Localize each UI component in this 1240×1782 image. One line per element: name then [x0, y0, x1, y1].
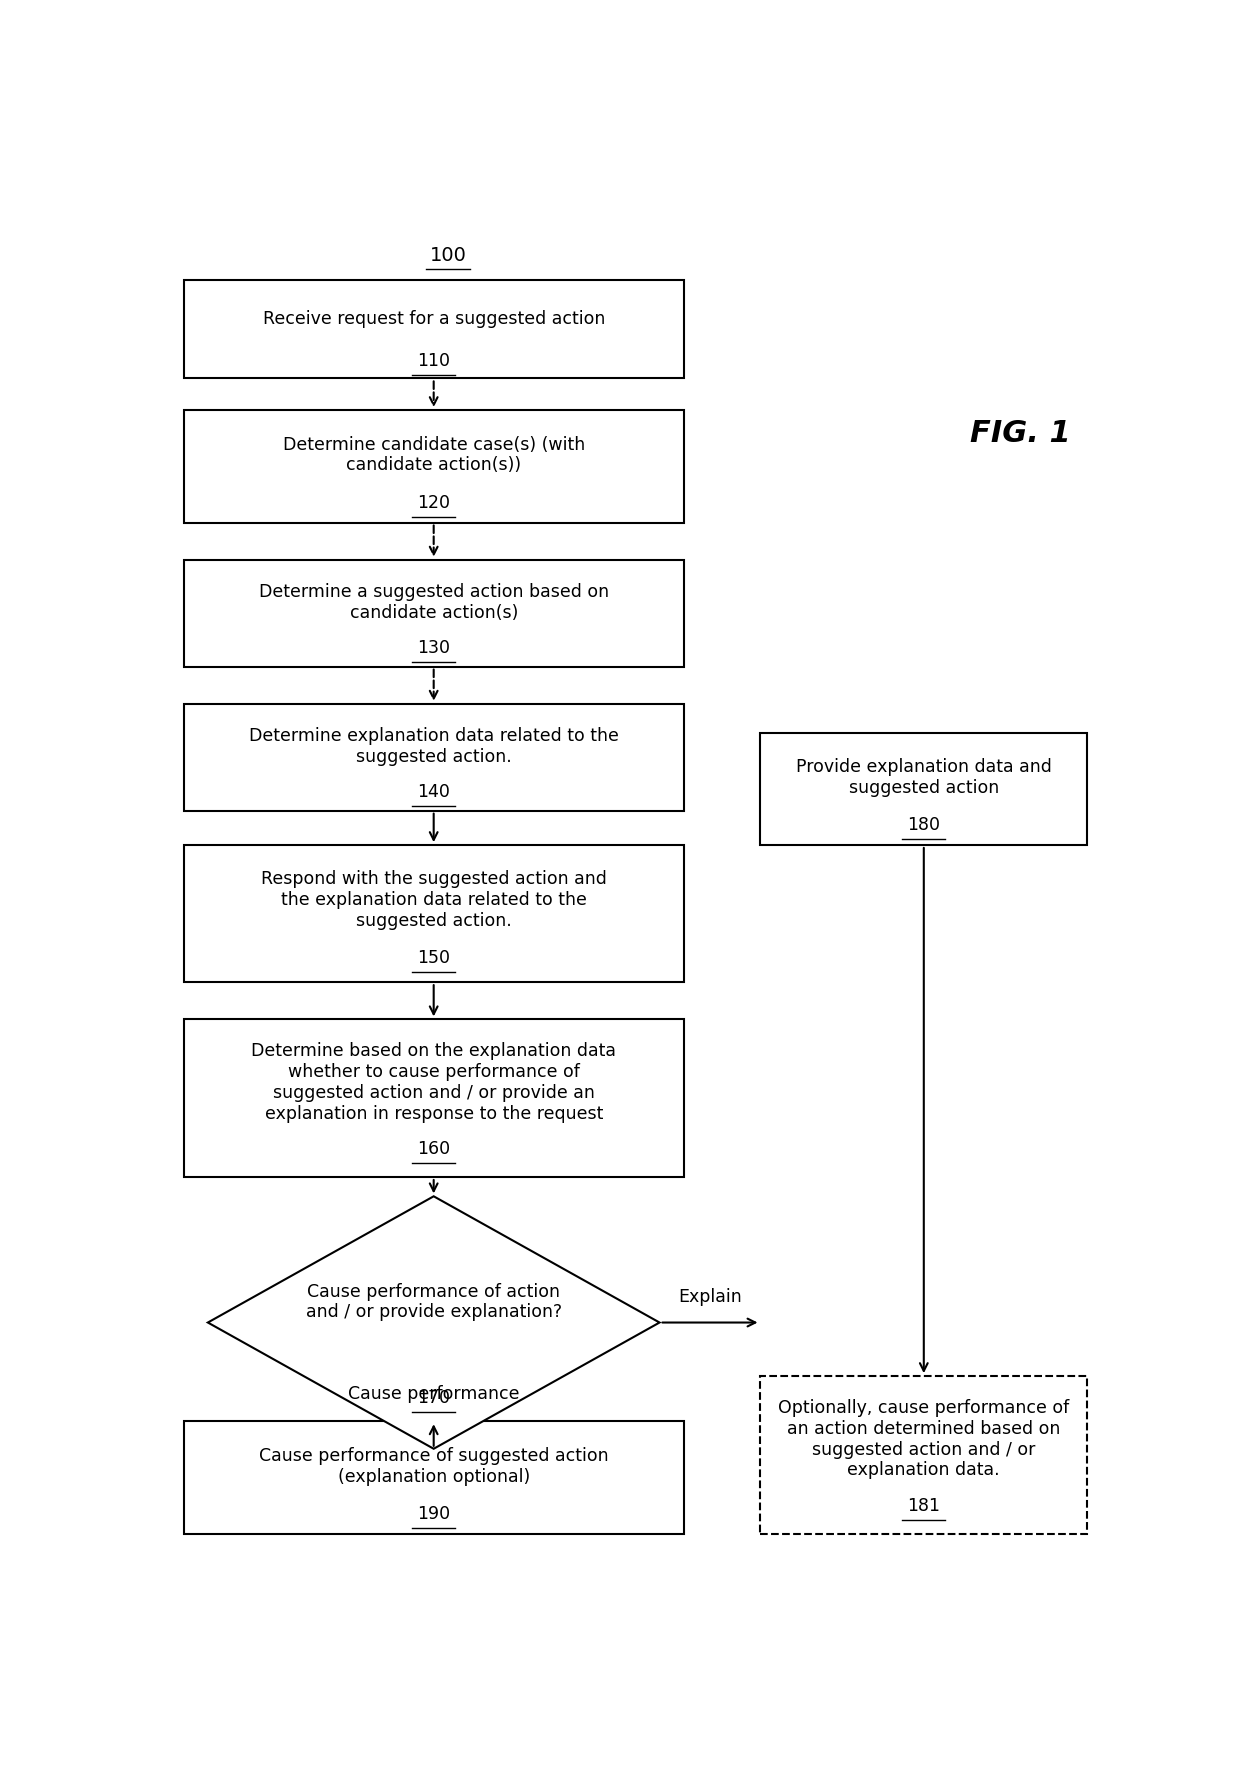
FancyBboxPatch shape: [184, 410, 683, 522]
Text: Respond with the suggested action and
the explanation data related to the
sugges: Respond with the suggested action and th…: [260, 870, 606, 930]
Text: 140: 140: [417, 782, 450, 800]
Text: 130: 130: [417, 640, 450, 658]
Text: FIG. 1: FIG. 1: [970, 419, 1070, 447]
Text: 180: 180: [908, 816, 940, 834]
Text: Receive request for a suggested action: Receive request for a suggested action: [263, 310, 605, 328]
Text: 100: 100: [430, 246, 466, 264]
Text: 150: 150: [417, 950, 450, 968]
Text: Determine candidate case(s) (with
candidate action(s)): Determine candidate case(s) (with candid…: [283, 435, 585, 474]
FancyBboxPatch shape: [184, 1019, 683, 1178]
Text: 190: 190: [417, 1506, 450, 1524]
FancyBboxPatch shape: [184, 560, 683, 666]
Text: Cause performance of action
and / or provide explanation?: Cause performance of action and / or pro…: [305, 1283, 562, 1320]
Text: Provide explanation data and
suggested action: Provide explanation data and suggested a…: [796, 757, 1052, 797]
FancyBboxPatch shape: [760, 1376, 1087, 1534]
Text: Determine a suggested action based on
candidate action(s): Determine a suggested action based on ca…: [259, 583, 609, 622]
Text: Cause performance: Cause performance: [348, 1385, 520, 1402]
Text: 160: 160: [417, 1140, 450, 1158]
Text: Explain: Explain: [678, 1288, 742, 1306]
FancyBboxPatch shape: [184, 280, 683, 378]
Text: 181: 181: [908, 1497, 940, 1515]
FancyBboxPatch shape: [184, 704, 683, 811]
Text: 120: 120: [417, 494, 450, 511]
FancyBboxPatch shape: [184, 845, 683, 982]
FancyBboxPatch shape: [184, 1422, 683, 1534]
Text: 170: 170: [417, 1388, 450, 1408]
Text: Determine based on the explanation data
whether to cause performance of
suggeste: Determine based on the explanation data …: [252, 1042, 616, 1123]
Polygon shape: [208, 1196, 660, 1449]
Text: Optionally, cause performance of
an action determined based on
suggested action : Optionally, cause performance of an acti…: [779, 1399, 1069, 1479]
Text: Cause performance of suggested action
(explanation optional): Cause performance of suggested action (e…: [259, 1447, 609, 1486]
Text: 110: 110: [417, 353, 450, 371]
FancyBboxPatch shape: [760, 732, 1087, 845]
Text: Determine explanation data related to the
suggested action.: Determine explanation data related to th…: [249, 727, 619, 766]
